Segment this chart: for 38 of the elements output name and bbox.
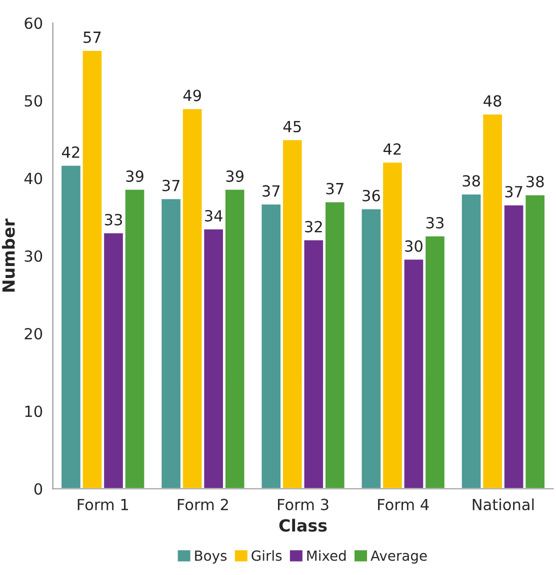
y-tick-label: 40 xyxy=(24,172,42,184)
data-label: 34 xyxy=(205,210,222,222)
x-tick-label: Form 2 xyxy=(178,498,228,510)
data-label: 57 xyxy=(84,32,101,44)
data-label: 48 xyxy=(484,95,502,107)
x-tick-label: National xyxy=(472,498,534,510)
data-label: 37 xyxy=(262,185,280,197)
y-tick-label: 60 xyxy=(24,17,42,30)
legend-label: Girls xyxy=(252,550,282,561)
data-label: 36 xyxy=(362,190,380,202)
data-label: 39 xyxy=(126,170,144,182)
data-label: 37 xyxy=(326,182,344,194)
data-label: 39 xyxy=(226,170,244,182)
y-axis-title: Number xyxy=(2,218,15,292)
y-tick-label: 10 xyxy=(25,406,42,418)
data-label: 49 xyxy=(183,90,201,102)
data-label: 38 xyxy=(526,176,544,188)
data-label: 37 xyxy=(505,186,522,198)
data-label: 37 xyxy=(162,180,180,192)
data-label: 32 xyxy=(305,220,322,232)
x-tick-label: Form 3 xyxy=(278,498,328,510)
y-tick-label: 50 xyxy=(24,95,42,107)
data-label: 30 xyxy=(405,240,422,252)
data-label: 42 xyxy=(383,143,401,155)
data-label: 45 xyxy=(283,120,301,132)
x-tick-label: Form 1 xyxy=(78,498,128,510)
x-tick-label: Form 4 xyxy=(378,498,429,510)
legend-label: Boys xyxy=(195,550,227,564)
data-label: 42 xyxy=(62,146,80,158)
y-tick-label: 20 xyxy=(24,328,42,340)
legend-label: Average xyxy=(370,550,427,564)
y-tick-label: 30 xyxy=(24,250,42,262)
data-label: 33 xyxy=(104,214,122,226)
y-tick-label: 0 xyxy=(34,483,42,495)
legend-label: Mixed xyxy=(307,550,346,561)
data-label: 33 xyxy=(426,217,444,229)
x-axis-title: Class xyxy=(279,518,327,532)
data-label: 38 xyxy=(462,175,480,187)
